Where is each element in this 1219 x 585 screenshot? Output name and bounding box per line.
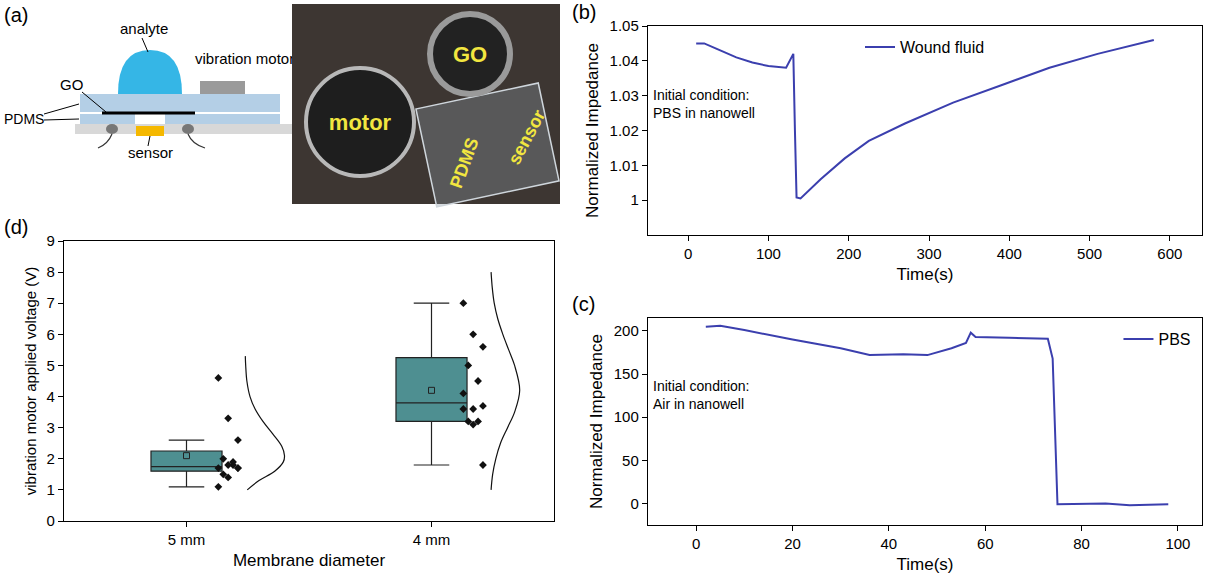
svg-text:1.03: 1.03 xyxy=(610,87,639,104)
svg-text:60: 60 xyxy=(977,535,994,552)
svg-text:2: 2 xyxy=(46,450,54,467)
svg-text:PDMS: PDMS xyxy=(4,111,44,127)
svg-text:150: 150 xyxy=(614,365,639,382)
svg-text:80: 80 xyxy=(1073,535,1090,552)
svg-text:100: 100 xyxy=(614,408,639,425)
svg-text:Initial condition:Air in nanow: Initial condition:Air in nanowell xyxy=(653,378,750,412)
html-text:(d): (d) xyxy=(4,216,29,238)
svg-text:1.04: 1.04 xyxy=(610,52,639,69)
svg-text:Membrane diameter: Membrane diameter xyxy=(233,551,385,570)
svg-text:6: 6 xyxy=(46,326,54,343)
svg-text:Time(s): Time(s) xyxy=(897,265,954,284)
svg-text:40: 40 xyxy=(881,535,898,552)
svg-text:sensor: sensor xyxy=(128,144,173,161)
svg-text:9: 9 xyxy=(46,232,54,249)
svg-text:Normalized Impedance: Normalized Impedance xyxy=(587,334,606,509)
svg-text:PDMS: PDMS xyxy=(446,135,483,191)
svg-text:5 mm: 5 mm xyxy=(168,531,206,548)
svg-text:vibration motor applied voltag: vibration motor applied voltage (V) xyxy=(22,267,39,495)
svg-text:GO: GO xyxy=(453,42,487,67)
svg-text:100: 100 xyxy=(756,245,781,262)
svg-text:1.02: 1.02 xyxy=(610,122,639,139)
svg-text:1: 1 xyxy=(630,191,638,208)
svg-text:1.01: 1.01 xyxy=(610,157,639,174)
svg-text:Time(s): Time(s) xyxy=(897,555,954,574)
svg-text:400: 400 xyxy=(997,245,1022,262)
svg-text:0: 0 xyxy=(630,495,638,512)
svg-text:200: 200 xyxy=(614,322,639,339)
html-text:(c): (c) xyxy=(572,293,596,315)
svg-text:4 mm: 4 mm xyxy=(413,531,451,548)
svg-text:500: 500 xyxy=(1077,245,1102,262)
svg-text:5: 5 xyxy=(46,357,54,374)
svg-text:100: 100 xyxy=(1165,535,1190,552)
svg-text:0: 0 xyxy=(692,535,700,552)
svg-text:3: 3 xyxy=(46,419,54,436)
svg-text:PBS: PBS xyxy=(1158,331,1190,348)
svg-text:8: 8 xyxy=(46,263,54,280)
svg-text:50: 50 xyxy=(622,452,639,469)
svg-text:20: 20 xyxy=(784,535,801,552)
svg-text:Wound fluid: Wound fluid xyxy=(900,39,984,56)
svg-text:Normalized Impedance: Normalized Impedance xyxy=(583,43,602,218)
svg-text:vibration motor: vibration motor xyxy=(195,50,294,67)
svg-text:GO: GO xyxy=(60,76,83,93)
svg-text:0: 0 xyxy=(46,512,54,529)
svg-text:sensor: sensor xyxy=(504,106,549,168)
svg-text:4: 4 xyxy=(46,388,54,405)
svg-text:200: 200 xyxy=(836,245,861,262)
svg-text:Initial condition:PBS in nanow: Initial condition:PBS in nanowell xyxy=(653,87,755,121)
html-text:(b): (b) xyxy=(572,1,597,23)
svg-text:1.05: 1.05 xyxy=(610,17,639,34)
svg-text:motor: motor xyxy=(329,110,392,135)
svg-text:300: 300 xyxy=(916,245,941,262)
svg-text:1: 1 xyxy=(46,481,54,498)
svg-text:7: 7 xyxy=(46,294,54,311)
svg-text:(a): (a) xyxy=(4,4,28,26)
svg-text:analyte: analyte xyxy=(120,20,168,37)
svg-text:0: 0 xyxy=(684,245,692,262)
svg-text:600: 600 xyxy=(1157,245,1182,262)
